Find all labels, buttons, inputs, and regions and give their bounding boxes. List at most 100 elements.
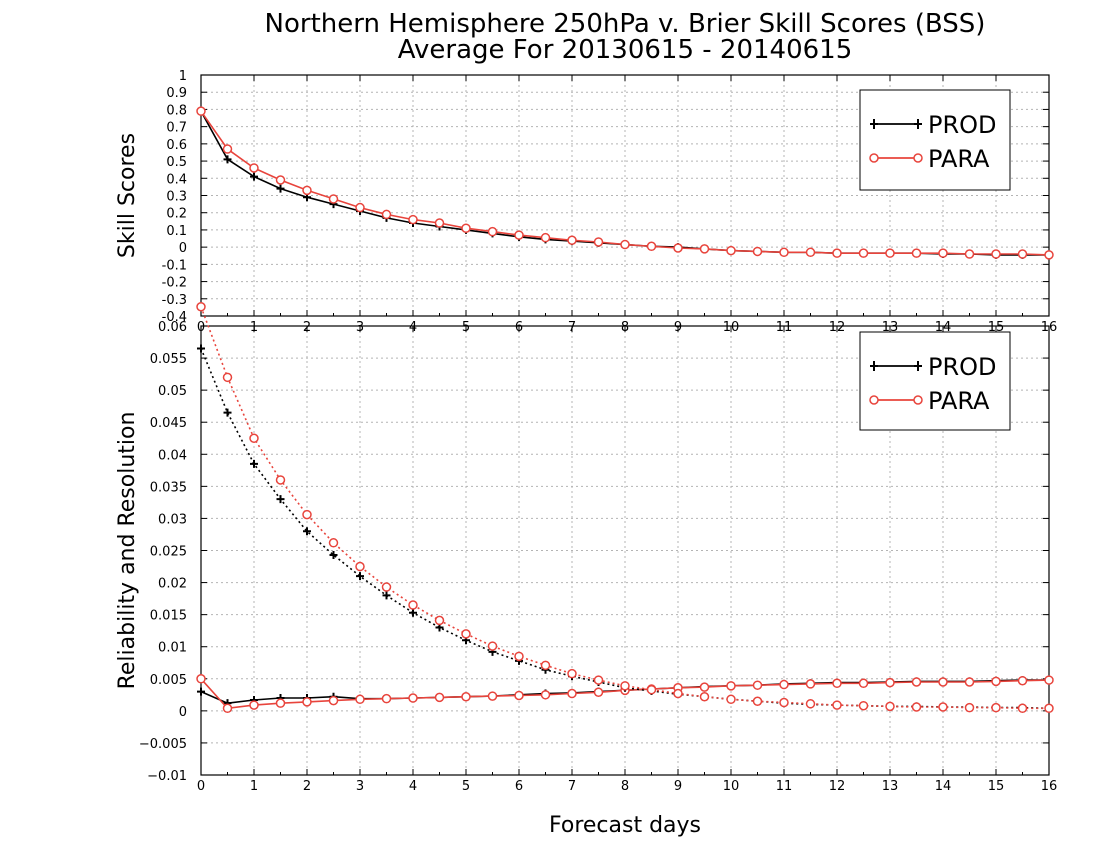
point-para-resolution [911, 702, 922, 712]
legend-box [859, 331, 1011, 431]
point-para-reliability [408, 693, 418, 703]
point-para-resolution [858, 700, 869, 711]
legend-label: PARA [928, 145, 990, 173]
reliability-resolution-panel: 0 1 2 3 4 5 6 7 8 9 10 11 12 13 14 15 16−0.01−0.00500.00… [115, 302, 1057, 794]
point-para-reliability [249, 700, 259, 710]
point-para-resolution [514, 651, 524, 662]
point-para-reliability [779, 679, 789, 690]
x-tick-label: 7 [568, 779, 576, 794]
y-tick-label: -0.3 [162, 293, 187, 308]
point-para-reliability [858, 678, 869, 689]
point-para-resolution [196, 302, 206, 312]
point-para-resolution [938, 702, 948, 712]
legend-marker [913, 153, 923, 163]
x-tick-label: 15 [988, 779, 1005, 794]
point-para-resolution [726, 694, 736, 705]
point-para-resolution [885, 701, 895, 712]
point-para [487, 226, 498, 237]
y-tick-label: 0.4 [166, 172, 187, 187]
y-tick-label: 0.1 [166, 224, 187, 239]
point-para [673, 243, 683, 253]
point-para [752, 246, 763, 257]
point-prod-resolution [356, 572, 364, 581]
point-prod-resolution [409, 608, 417, 617]
point-para [832, 248, 842, 258]
y-tick-label: −0.005 [139, 737, 187, 752]
y-tick-label: 0.8 [166, 103, 187, 118]
point-para [646, 241, 657, 252]
y-tick-label: 0.2 [166, 207, 187, 222]
point-para [938, 248, 948, 258]
x-tick-label: 13 [882, 779, 899, 794]
point-para-resolution [567, 668, 577, 679]
point-para [1017, 249, 1028, 259]
point-para-resolution [328, 538, 339, 548]
point-para-resolution [540, 660, 551, 671]
y-tick-label: 0.05 [158, 384, 187, 399]
point-para [991, 249, 1001, 259]
point-para-resolution [1017, 703, 1028, 714]
series-line-para-resolution [200, 306, 1049, 710]
point-para [620, 239, 630, 250]
point-para-resolution [275, 475, 286, 485]
y-tick-label: 0.3 [166, 190, 187, 205]
x-axis-label: Forecast days [549, 813, 701, 838]
point-para [328, 194, 339, 204]
legend-marker [914, 119, 922, 129]
point-prod-resolution [197, 344, 205, 353]
point-para [514, 230, 524, 240]
point-para [222, 144, 233, 154]
legend-label: PROD [928, 111, 997, 139]
y-axis-label: Skill Scores [115, 133, 140, 258]
point-para-resolution [249, 433, 259, 443]
x-tick-label: 0 [197, 779, 205, 794]
legend-marker [913, 395, 923, 405]
point-para-reliability [832, 678, 842, 689]
y-tick-label: 0.035 [150, 480, 187, 495]
point-para-resolution [991, 702, 1001, 713]
legend-marker [870, 361, 878, 371]
point-para-resolution [222, 372, 233, 383]
point-para-reliability [222, 703, 233, 714]
point-para-reliability [275, 698, 286, 708]
point-para-reliability [1044, 675, 1054, 685]
point-para-resolution [1044, 703, 1054, 714]
legend-label: PROD [928, 353, 997, 381]
point-para [885, 248, 895, 258]
y-tick-label: 1 [179, 69, 187, 84]
point-para [196, 106, 206, 116]
point-para [302, 185, 312, 196]
legend: PROD PARA [859, 89, 1011, 191]
point-para-resolution [487, 641, 498, 651]
point-para [434, 218, 445, 228]
chart-title-line1: Northern Hemisphere 250hPa v. Brier Skil… [265, 9, 986, 39]
point-para-reliability [726, 681, 736, 691]
point-para-resolution [620, 681, 630, 691]
point-prod-resolution [276, 495, 285, 504]
point-para-reliability [911, 677, 922, 687]
point-para-resolution [752, 696, 763, 706]
chart-title-line2: Average For 20130615 - 20140615 [398, 35, 853, 65]
point-prod-resolution [250, 459, 258, 468]
y-axis-label: Reliability and Resolution [115, 412, 140, 690]
point-para-reliability [991, 676, 1001, 687]
x-tick-label: 9 [674, 779, 682, 794]
point-para-reliability [434, 692, 445, 703]
y-tick-label: 0.005 [150, 673, 187, 688]
y-tick-label: -0.1 [162, 258, 187, 273]
legend: PROD PARA [859, 331, 1011, 431]
point-para-reliability [540, 690, 551, 700]
y-tick-label: −0.01 [147, 769, 187, 784]
point-para-reliability [593, 687, 604, 698]
point-para-reliability [196, 674, 206, 684]
point-para-resolution [408, 600, 418, 610]
y-tick-label: 0.04 [158, 448, 187, 463]
point-para-reliability [514, 690, 524, 701]
point-para-reliability [302, 697, 312, 707]
point-prod-resolution [303, 527, 311, 536]
point-para-reliability [567, 688, 577, 699]
point-para-reliability [938, 677, 948, 687]
point-para-reliability [964, 677, 975, 687]
point-para-resolution [593, 675, 604, 685]
point-para-reliability [1017, 675, 1028, 686]
